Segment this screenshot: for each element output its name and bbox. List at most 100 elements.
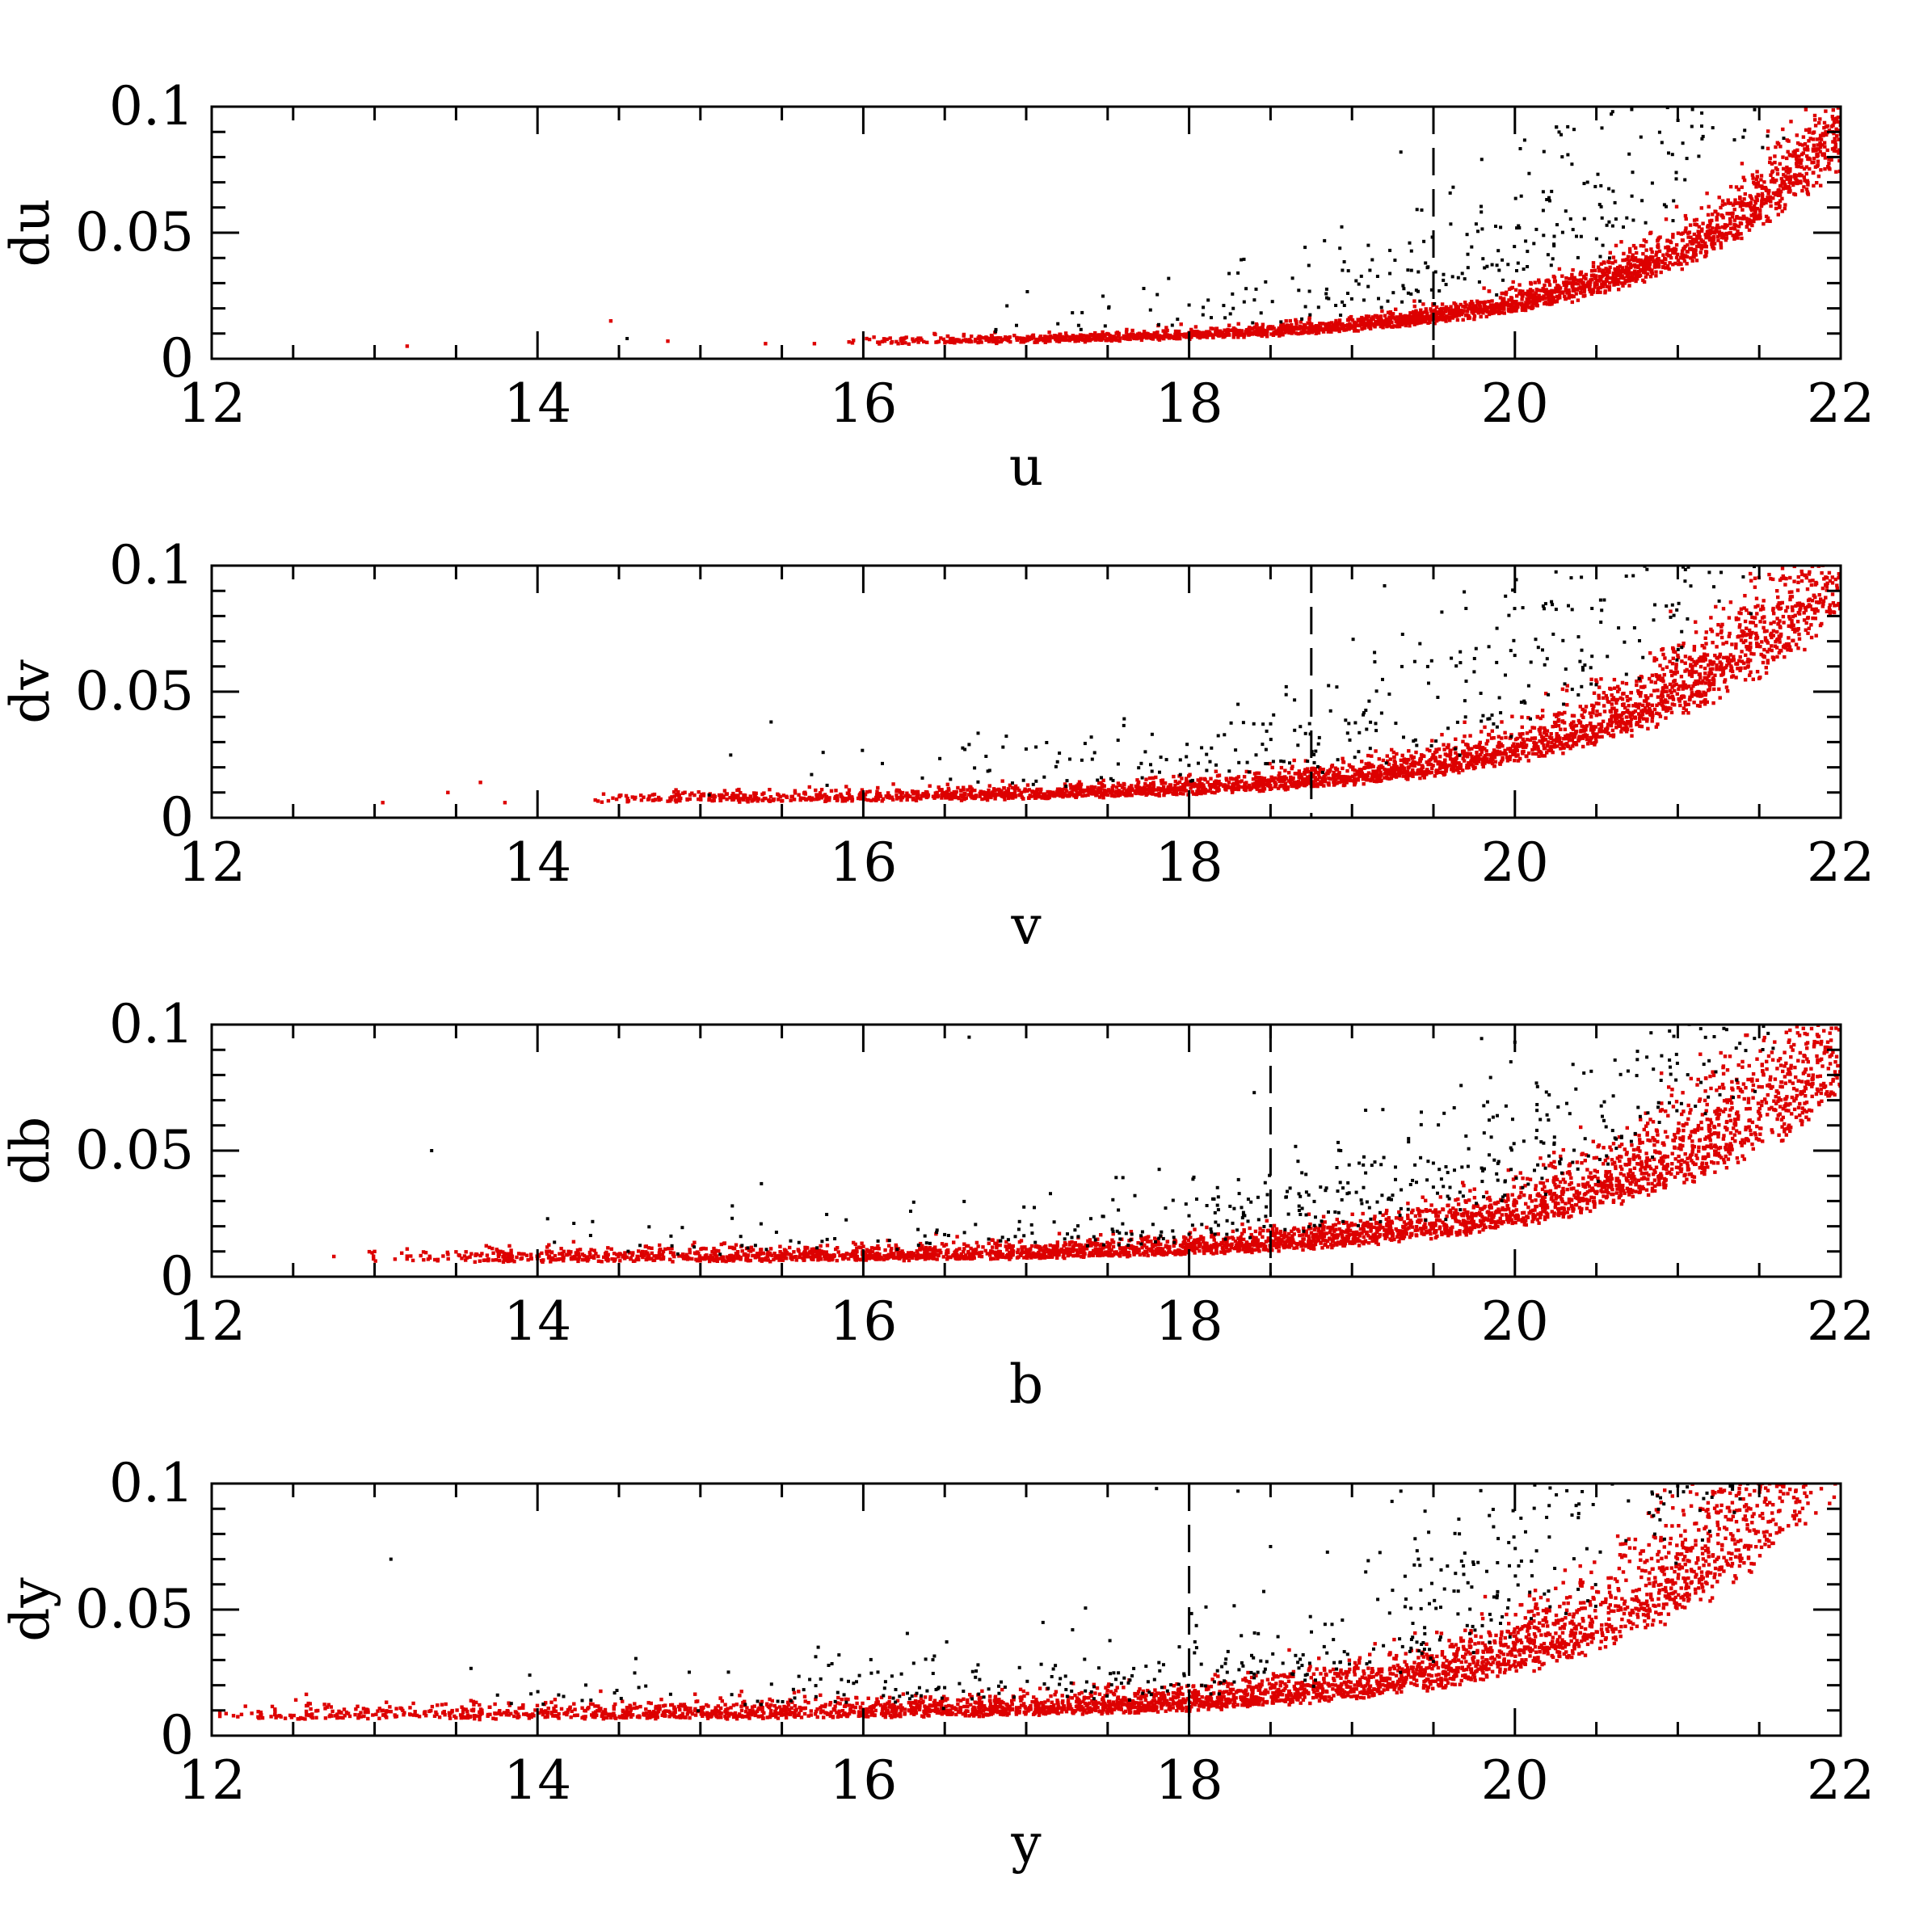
point-accepted (1475, 306, 1479, 310)
point-accepted (1704, 250, 1709, 255)
point-accepted (1618, 264, 1623, 268)
point-accepted (1778, 184, 1783, 188)
point-accepted (1802, 166, 1807, 171)
point-accepted (1157, 338, 1162, 342)
point-accepted (1402, 757, 1406, 761)
point-accepted (1429, 307, 1433, 311)
point-accepted (1246, 330, 1250, 334)
point-rejected (1370, 258, 1374, 262)
point-accepted (1635, 276, 1639, 281)
point-accepted (1626, 255, 1631, 259)
point-accepted (1107, 337, 1112, 342)
point-accepted (1476, 308, 1480, 313)
point-accepted (1607, 270, 1611, 274)
point-rejected (1279, 320, 1283, 324)
point-accepted (1737, 225, 1741, 229)
point-rejected (1665, 204, 1668, 208)
point-accepted (1484, 760, 1488, 764)
point-accepted (1500, 307, 1504, 311)
point-accepted (1720, 203, 1724, 207)
point-accepted (1727, 212, 1732, 216)
point-accepted (1446, 743, 1450, 747)
point-accepted (1269, 326, 1273, 330)
point-accepted (849, 795, 854, 799)
point-accepted (1808, 137, 1812, 141)
point-accepted (1537, 280, 1541, 284)
point-accepted (1732, 218, 1737, 222)
point-accepted (1815, 137, 1819, 141)
point-accepted (1410, 315, 1414, 319)
point-accepted (1613, 686, 1617, 690)
point-accepted (1386, 768, 1390, 772)
point-accepted (1605, 269, 1609, 273)
point-accepted (1721, 642, 1725, 646)
point-accepted (1791, 181, 1795, 185)
point-accepted (1716, 238, 1720, 242)
point-accepted (1377, 318, 1381, 322)
point-rejected (1560, 230, 1564, 234)
point-accepted (1688, 223, 1693, 227)
point-accepted (1798, 608, 1802, 612)
point-accepted (1306, 781, 1311, 785)
point-accepted (1559, 290, 1563, 294)
point-accepted (1504, 751, 1508, 756)
point-accepted (1706, 229, 1710, 234)
point-accepted (1636, 258, 1640, 262)
point-accepted (1221, 331, 1225, 335)
point-accepted (1815, 154, 1819, 158)
point-accepted (1602, 260, 1606, 264)
point-accepted (1479, 301, 1483, 305)
point-accepted (1673, 251, 1677, 255)
point-accepted (1639, 267, 1644, 271)
point-accepted (1739, 232, 1743, 236)
point-accepted (959, 339, 963, 344)
point-accepted (1586, 742, 1590, 746)
point-accepted (1580, 287, 1584, 291)
point-accepted (1467, 316, 1471, 321)
point-accepted (1626, 272, 1630, 276)
point-accepted (1374, 749, 1378, 753)
point-accepted (1620, 269, 1625, 273)
point-accepted (1671, 263, 1675, 267)
point-accepted (1472, 317, 1476, 322)
point-accepted (999, 336, 1003, 340)
point-accepted (1745, 204, 1749, 208)
point-rejected (1766, 134, 1770, 138)
point-accepted (1728, 201, 1733, 205)
point-accepted (1404, 314, 1408, 319)
point-accepted (1130, 328, 1134, 333)
point-accepted (1676, 231, 1681, 235)
point-accepted (1612, 271, 1616, 276)
point-accepted (1355, 769, 1360, 773)
point-rejected (1442, 272, 1446, 276)
point-accepted (903, 794, 907, 798)
point-accepted (1774, 145, 1778, 149)
point-accepted (1729, 664, 1733, 668)
point-accepted (1485, 307, 1489, 312)
point-accepted (1676, 655, 1681, 659)
point-accepted (1346, 322, 1350, 327)
point-accepted (1619, 240, 1623, 244)
point-accepted (1728, 221, 1732, 226)
point-accepted (1685, 667, 1689, 672)
point-accepted (1468, 751, 1472, 756)
point-accepted (1349, 326, 1353, 330)
point-accepted (1579, 279, 1583, 283)
point-rejected (1701, 134, 1705, 138)
point-accepted (1025, 789, 1029, 793)
point-rejected (1541, 208, 1545, 213)
point-accepted (1437, 766, 1442, 771)
point-accepted (1207, 330, 1212, 335)
point-accepted (1790, 595, 1795, 599)
point-accepted (1516, 743, 1520, 747)
point-accepted (809, 796, 814, 801)
point-accepted (1489, 311, 1493, 315)
point-rejected (1338, 246, 1342, 250)
point-accepted (1597, 286, 1601, 290)
point-accepted (1684, 226, 1688, 230)
point-rejected (1665, 107, 1669, 110)
point-accepted (1515, 294, 1519, 298)
point-rejected (1671, 219, 1675, 223)
point-accepted (957, 796, 961, 801)
point-accepted (1783, 655, 1787, 659)
